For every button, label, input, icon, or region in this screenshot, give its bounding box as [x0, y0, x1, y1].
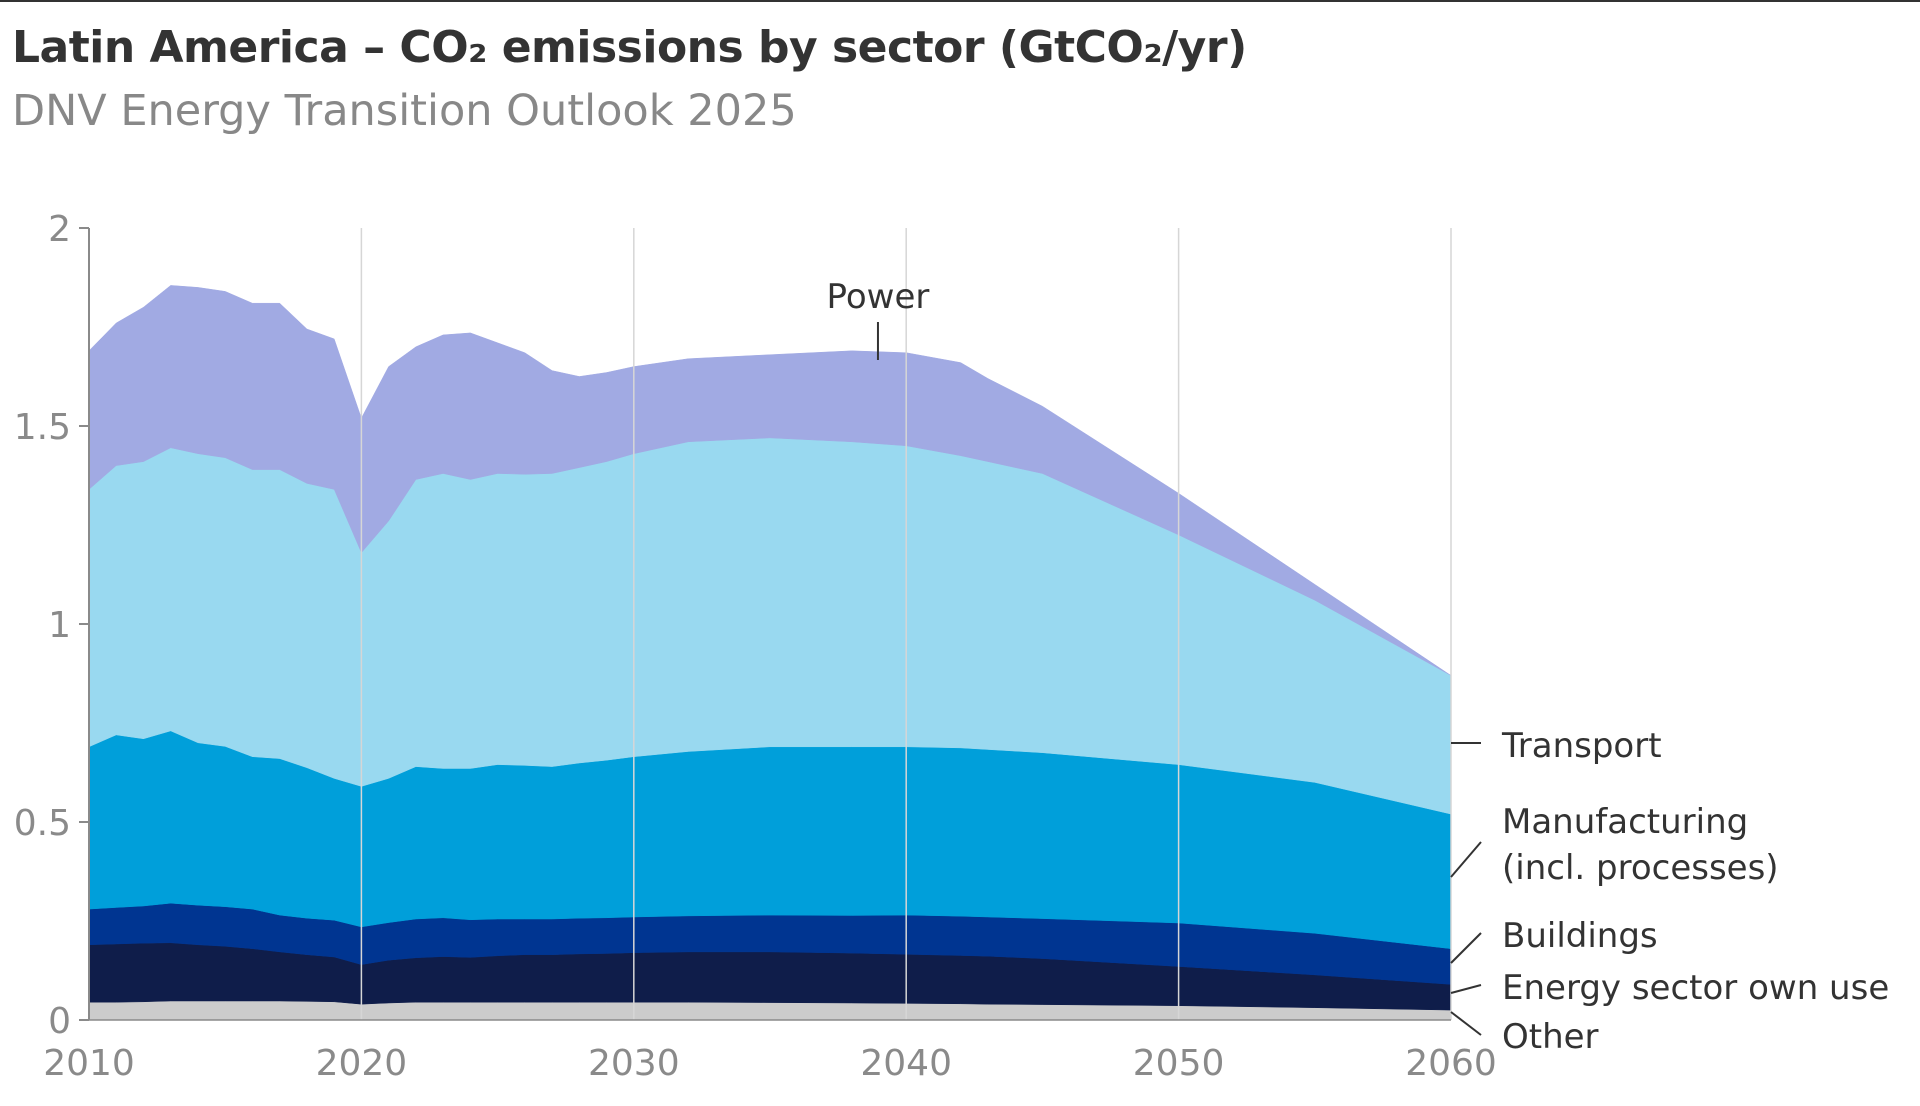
leader-manufacturing-sub — [1450, 841, 1482, 878]
leader-buildings — [1450, 932, 1482, 964]
chart-title: Latin America – CO₂ emissions by sector … — [12, 22, 1247, 73]
area-layers — [88, 285, 1452, 1021]
label-other: Other — [1502, 1017, 1599, 1057]
label-manufacturing: Manufacturing — [1502, 802, 1748, 842]
x-tick-label: 2020 — [316, 1043, 408, 1084]
label-transport: Transport — [1501, 726, 1662, 766]
y-tick-label: 1.5 — [14, 407, 71, 448]
chart-subtitle: DNV Energy Transition Outlook 2025 — [12, 86, 797, 136]
x-tick-label: 2050 — [1133, 1043, 1225, 1084]
label-energy-sector-own-use: Energy sector own use — [1502, 968, 1889, 1008]
leader-energy-sector-own-use — [1450, 984, 1482, 994]
x-tick-label: 2030 — [588, 1043, 680, 1084]
label-manufacturing-sub: (incl. processes) — [1502, 848, 1779, 888]
x-axis-ticks: 2010 2020 2030 2040 2050 2060 — [43, 1043, 1497, 1084]
y-axis: 0 0.5 1 1.5 2 — [14, 209, 1451, 1042]
x-tick-label: 2040 — [860, 1043, 952, 1084]
label-power: Power — [827, 277, 930, 317]
direct-labels: Power Transport Manufacturing (incl. proces… — [827, 277, 1890, 1057]
y-tick-label: 0.5 — [14, 803, 71, 844]
top-rule — [0, 0, 1920, 2]
area-power — [88, 285, 1452, 676]
x-tick-label: 2060 — [1405, 1043, 1497, 1084]
vertical-gridlines — [360, 228, 1452, 1020]
y-tick-label: 2 — [48, 209, 71, 250]
leader-other — [1450, 1011, 1482, 1036]
label-buildings: Buildings — [1502, 916, 1658, 956]
y-tick-label: 1 — [48, 605, 71, 646]
y-tick-label: 0 — [48, 1001, 71, 1042]
x-tick-label: 2010 — [43, 1043, 135, 1084]
